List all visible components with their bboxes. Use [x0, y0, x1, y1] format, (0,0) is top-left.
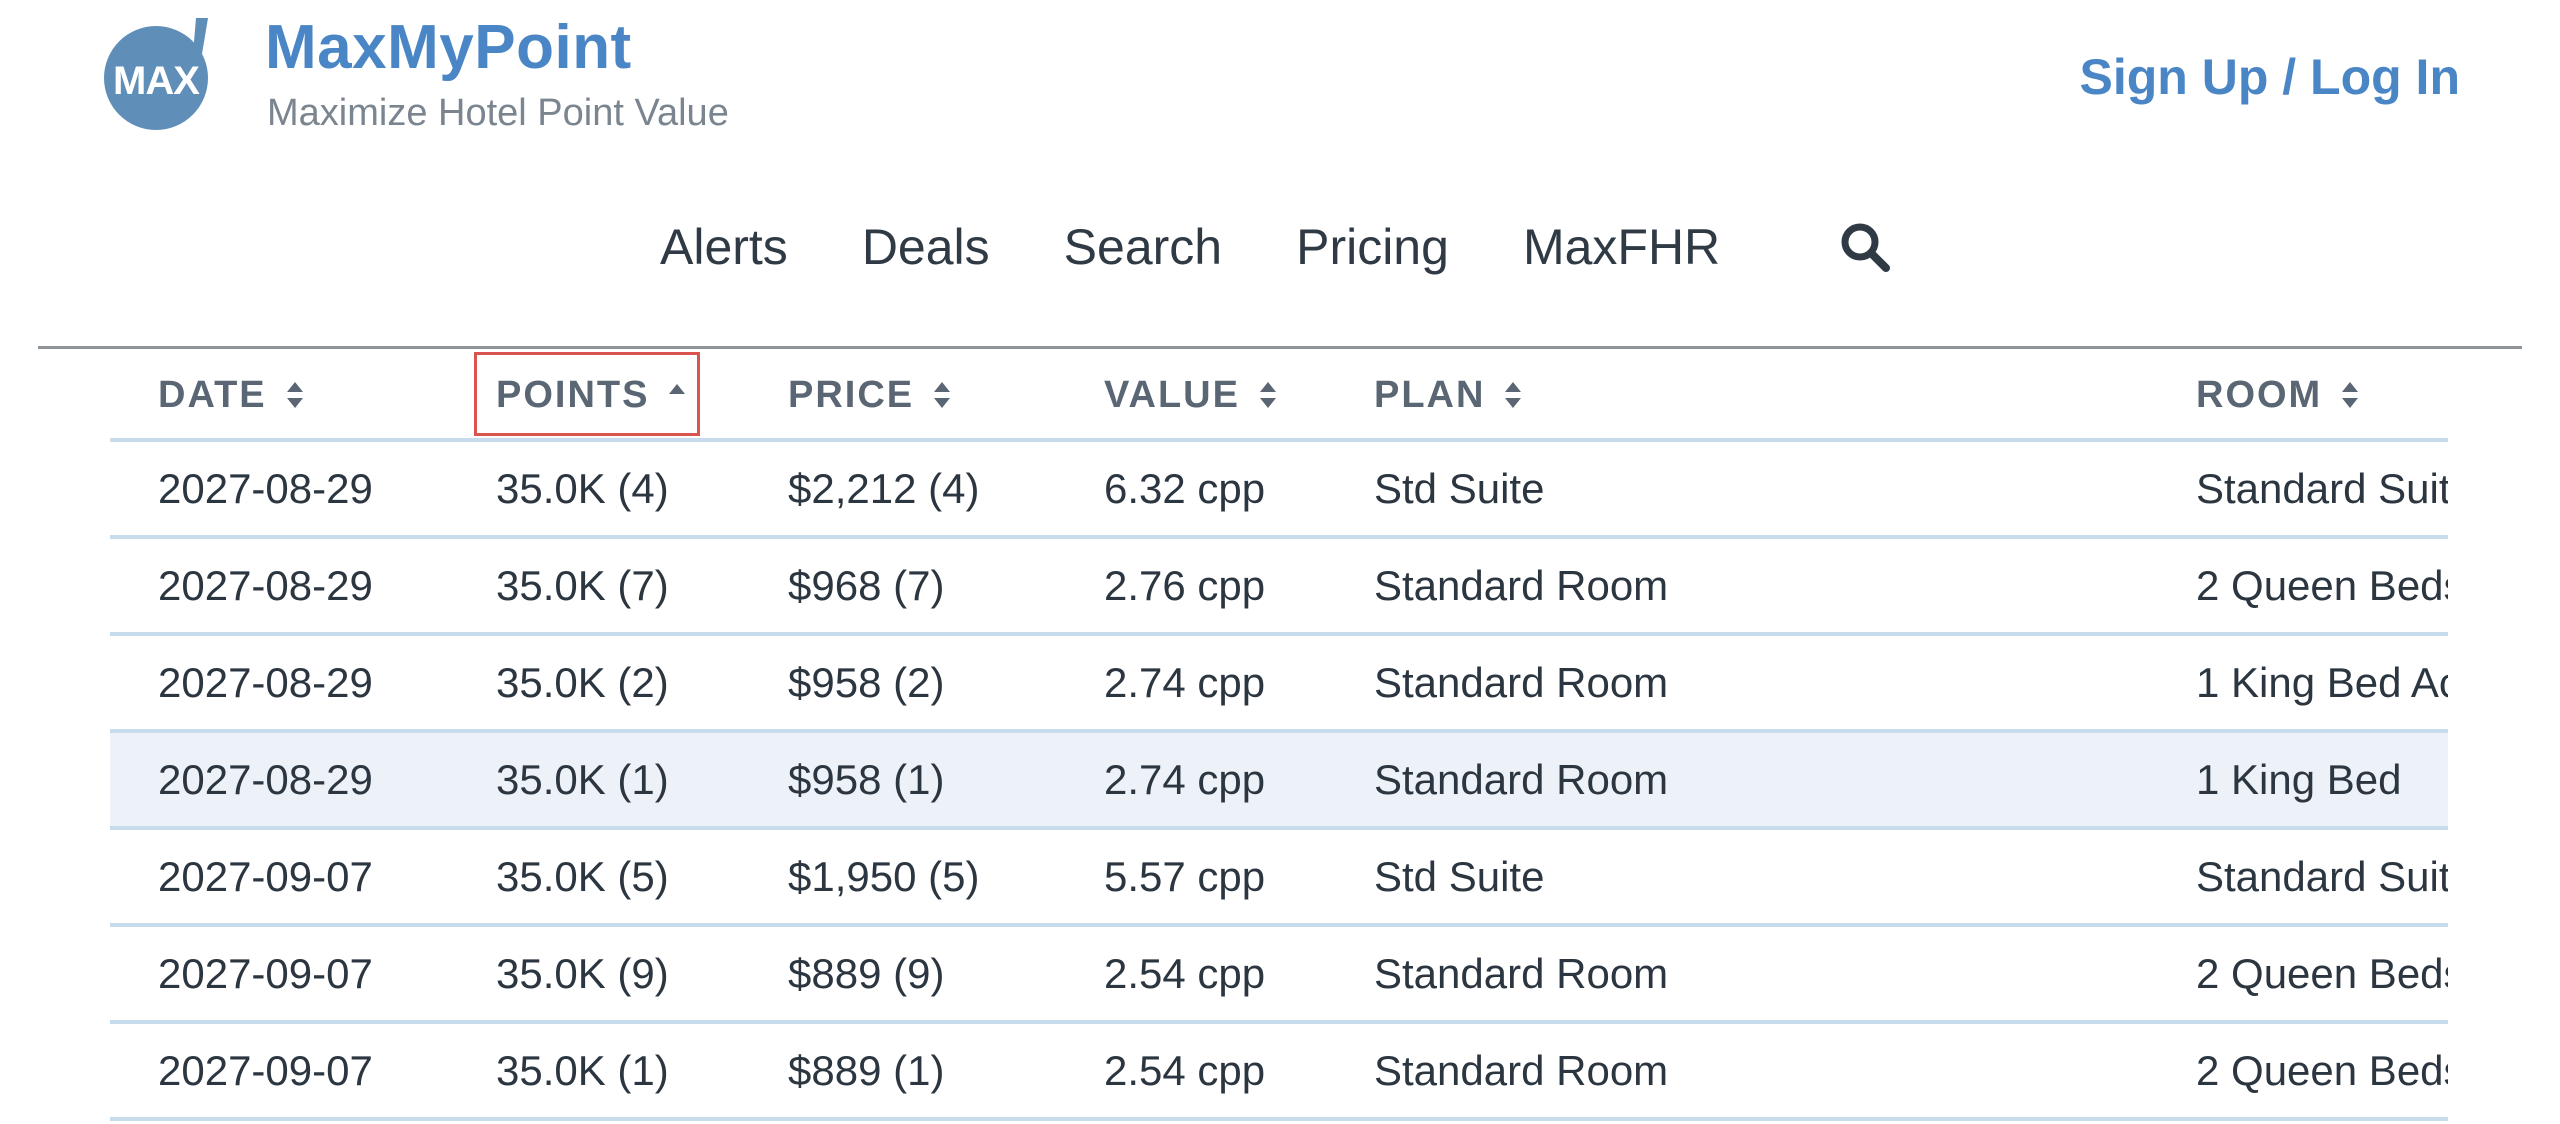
cell-price: $958 (1)	[740, 731, 1056, 830]
sort-icon	[1505, 381, 1522, 408]
table-row[interactable]: 2027-08-29 35.0K (7) $968 (7) 2.76 cpp S…	[110, 537, 2448, 636]
cell-value: 2.74 cpp	[1056, 634, 1326, 733]
table-row[interactable]: 2027-08-29 35.0K (2) $958 (2) 2.74 cpp S…	[110, 634, 2448, 733]
column-label: ROOM	[2196, 373, 2323, 416]
cell-points: 35.0K (1)	[448, 731, 740, 830]
cell-points: 35.0K (9)	[448, 925, 740, 1024]
cell-plan: Standard Room	[1326, 634, 2148, 733]
column-label: DATE	[158, 373, 267, 416]
brand-title[interactable]: MaxMyPoint	[265, 13, 632, 82]
column-header-points[interactable]: POINTS	[448, 352, 740, 442]
sign-up-login-link[interactable]: Sign Up / Log In	[2079, 49, 2461, 105]
nav-item-deals[interactable]: Deals	[861, 219, 990, 275]
cell-date: 2027-08-29	[110, 440, 448, 539]
cell-date: 2027-09-07	[110, 828, 448, 927]
results-table-container: DATE POINTS PRICE VALUE PLAN ROOM 2027-0…	[110, 352, 2448, 1124]
cell-room: Standard Suite	[2148, 440, 2448, 539]
column-label: PRICE	[788, 373, 915, 416]
cell-value: 2.74 cpp	[1056, 731, 1326, 830]
cell-plan: Standard Room	[1326, 731, 2148, 830]
column-label: POINTS	[496, 373, 650, 416]
cell-room: Standard Suite	[2148, 828, 2448, 927]
cell-date: 2027-08-29	[110, 731, 448, 830]
cell-room: 2 Queen Beds	[2148, 925, 2448, 1024]
table-row[interactable]: 2027-09-07 35.0K (5) $1,950 (5) 5.57 cpp…	[110, 828, 2448, 927]
nav-item-maxfhr[interactable]: MaxFHR	[1522, 219, 1721, 275]
cell-value: 2.54 cpp	[1056, 925, 1326, 1024]
column-label: PLAN	[1374, 373, 1486, 416]
nav-item-search[interactable]: Search	[1063, 219, 1223, 275]
cell-date: 2027-08-29	[110, 537, 448, 636]
column-header-price[interactable]: PRICE	[740, 352, 1056, 442]
sort-icon	[934, 381, 951, 408]
column-header-plan[interactable]: PLAN	[1326, 352, 2148, 442]
cell-date: 2027-09-07	[110, 925, 448, 1024]
cell-value: 2.76 cpp	[1056, 537, 1326, 636]
cell-value: 6.32 cpp	[1056, 440, 1326, 539]
nav-item-alerts[interactable]: Alerts	[660, 219, 788, 275]
cell-value: 2.54 cpp	[1056, 1022, 1326, 1121]
cell-points: 35.0K (7)	[448, 537, 740, 636]
column-label: VALUE	[1104, 373, 1240, 416]
cell-price: $968 (7)	[740, 537, 1056, 636]
logo-text: MAX	[113, 59, 200, 103]
cell-points: 35.0K (5)	[448, 828, 740, 927]
brand-subtitle: Maximize Hotel Point Value	[267, 92, 729, 134]
cell-room: 2 Queen Beds	[2148, 537, 2448, 636]
cell-plan: Standard Room	[1326, 1022, 2148, 1121]
column-header-value[interactable]: VALUE	[1056, 352, 1326, 442]
cell-points: 35.0K (1)	[448, 1022, 740, 1121]
table-row-highlighted[interactable]: 2027-08-29 35.0K (1) $958 (1) 2.74 cpp S…	[110, 731, 2448, 830]
table-row[interactable]: 2027-09-07 35.0K (1) $889 (1) 2.54 cpp S…	[110, 1022, 2448, 1121]
sort-icon	[2342, 381, 2359, 408]
column-header-room[interactable]: ROOM	[2148, 352, 2448, 442]
cell-price: $958 (2)	[740, 634, 1056, 733]
cell-value: 5.57 cpp	[1056, 828, 1326, 927]
cell-room: 2 Queen Beds	[2148, 1022, 2448, 1121]
table-header-row: DATE POINTS PRICE VALUE PLAN ROOM	[110, 352, 2448, 442]
sort-icon	[286, 381, 303, 408]
cell-date: 2027-08-29	[110, 634, 448, 733]
cell-plan: Std Suite	[1326, 440, 2148, 539]
cell-plan: Standard Room	[1326, 537, 2148, 636]
cell-points: 35.0K (4)	[448, 440, 740, 539]
cell-date: 2027-09-07	[110, 1022, 448, 1121]
sort-icon	[1259, 381, 1276, 408]
header-divider	[38, 346, 2522, 349]
cell-points: 35.0K (2)	[448, 634, 740, 733]
brand-logo[interactable]: MAX	[100, 14, 216, 134]
main-nav: Alerts Deals Search Pricing MaxFHR	[660, 218, 1892, 276]
results-table: DATE POINTS PRICE VALUE PLAN ROOM 2027-0…	[110, 352, 2448, 1121]
cell-plan: Std Suite	[1326, 828, 2148, 927]
cell-price: $2,212 (4)	[740, 440, 1056, 539]
column-header-date[interactable]: DATE	[110, 352, 448, 442]
cell-price: $889 (1)	[740, 1022, 1056, 1121]
cell-room: 1 King Bed	[2148, 731, 2448, 830]
cell-price: $1,950 (5)	[740, 828, 1056, 927]
search-icon[interactable]	[1838, 220, 1892, 274]
cell-price: $889 (9)	[740, 925, 1056, 1024]
cell-plan: Standard Room	[1326, 925, 2148, 1024]
nav-item-pricing[interactable]: Pricing	[1296, 219, 1449, 275]
sort-ascending-icon	[669, 383, 686, 394]
table-row[interactable]: 2027-09-07 35.0K (9) $889 (9) 2.54 cpp S…	[110, 925, 2448, 1024]
cell-room: 1 King Bed Accessible	[2148, 634, 2448, 733]
table-row[interactable]: 2027-08-29 35.0K (4) $2,212 (4) 6.32 cpp…	[110, 440, 2448, 539]
